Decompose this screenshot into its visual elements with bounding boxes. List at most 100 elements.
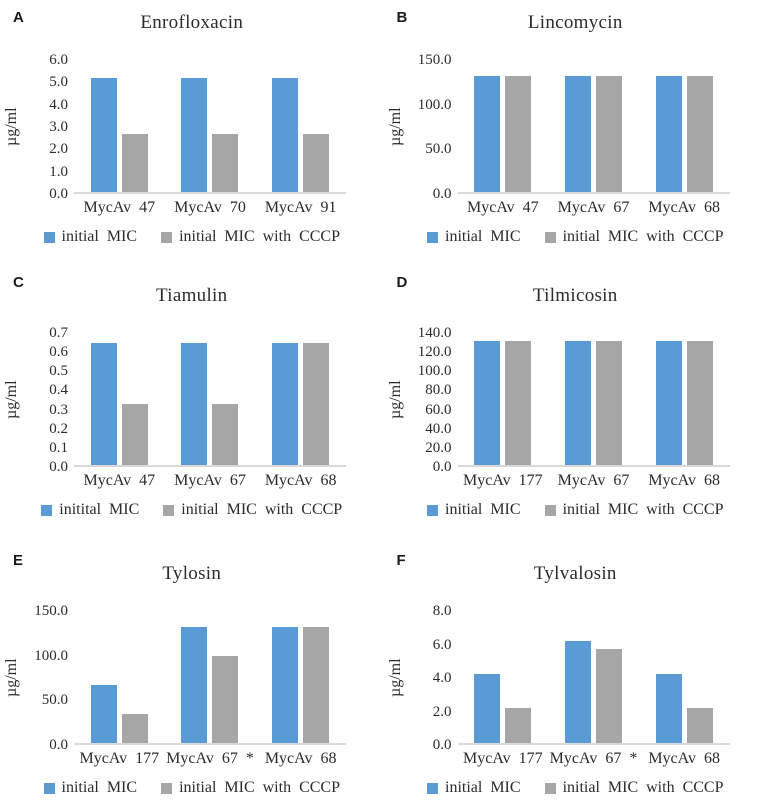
chart-area: µg/ml 150.0 100.0 50.0 0.0 xyxy=(384,38,767,202)
bar-group xyxy=(564,609,622,743)
x-axis-labels: MycAv 47 MycAv 70 MycAv 91 xyxy=(74,199,346,217)
x-category-label: MycAv 177 xyxy=(79,750,160,767)
bar-group xyxy=(90,58,148,192)
bar-group xyxy=(90,331,148,465)
bar-initial-mic xyxy=(655,674,682,743)
legend-label: initial MIC with CCCP xyxy=(181,501,343,518)
x-category-label: MycAv 67 xyxy=(557,199,630,216)
y-tick-label: 5.0 xyxy=(49,74,68,91)
y-tick-label: 2.0 xyxy=(432,703,452,720)
bar-initial-mic xyxy=(181,78,208,192)
legend-item-initial-mic-with-cccp: initial MIC with CCCP xyxy=(544,228,724,246)
y-tick-label: 1.0 xyxy=(49,163,68,180)
legend-swatch-icon xyxy=(427,504,438,516)
y-axis-ticks: 150.0 100.0 50.0 0.0 xyxy=(24,589,74,753)
bar-chart-tilmicosin: µg/ml 140.0 120.0 100.0 80.0 60.0 40.0 20.0 0.0 M… xyxy=(384,311,767,519)
legend-swatch-icon xyxy=(163,504,175,516)
legend-swatch-icon xyxy=(43,231,55,243)
panel-letter: F xyxy=(396,552,406,569)
y-tick-label: 0.6 xyxy=(49,344,68,361)
bar-initial-mic-with-cccp xyxy=(212,403,239,465)
y-tick-label: 20.0 xyxy=(425,439,452,456)
plot-area xyxy=(457,331,730,467)
chart-area: µg/ml 8.0 6.0 4.0 2.0 0.0 xyxy=(384,589,767,753)
y-tick-label: 2.0 xyxy=(49,141,68,158)
x-axis-labels: MycAv 177 MycAv 67 * MycAv 68 xyxy=(458,750,730,768)
y-axis-ticks: 140.0 120.0 100.0 80.0 60.0 40.0 20.0 0.0 xyxy=(408,311,458,475)
legend-item-initial-mic: initial MIC xyxy=(43,228,137,246)
bar-initial-mic xyxy=(181,626,208,743)
legend-label: initial MIC xyxy=(445,501,521,518)
bar-initial-mic xyxy=(90,78,117,192)
x-axis-labels: MycAv 177 MycAv 67 * MycAv 68 xyxy=(74,750,346,768)
legend-label: initial MIC with CCCP xyxy=(562,228,724,245)
bar-initial-mic xyxy=(272,342,299,465)
x-category-label: MycAv 47 xyxy=(83,472,156,489)
bar-initial-mic xyxy=(272,626,299,743)
legend-label: initital MIC xyxy=(59,501,140,518)
legend-swatch-icon xyxy=(427,231,438,243)
chart-area: µg/ml 6.0 5.0 4.0 3.0 2.0 1.0 0.0 xyxy=(0,38,384,202)
legend: initial MIC initial MIC with CCCP xyxy=(384,228,767,246)
panel-e-tylosin: E Tylosin µg/ml 150.0 100.0 50.0 0.0 MycAv 17… xyxy=(0,535,384,800)
legend-item-initial-mic: initial MIC xyxy=(427,501,521,519)
y-axis-label: µg/ml xyxy=(3,658,20,698)
legend-item-initial-mic-with-cccp: initial MIC with CCCP xyxy=(161,228,340,246)
legend-item-initial-mic-with-cccp: initial MIC with CCCP xyxy=(161,779,340,797)
legend-label: initial MIC xyxy=(445,779,521,796)
x-category-label: MycAv 67 * xyxy=(549,750,638,767)
y-tick-label: 150.0 xyxy=(417,52,452,68)
plot-area xyxy=(457,609,730,745)
bar-group xyxy=(181,331,239,465)
plot-area xyxy=(74,609,346,745)
bar-group xyxy=(90,609,148,743)
chart-title: Tylosin xyxy=(162,563,222,584)
bar-initial-mic-with-cccp xyxy=(121,133,148,192)
panel-f-tylvalosin: F Tylvalosin µg/ml 8.0 6.0 4.0 2.0 0.0 MycAv 1… xyxy=(384,535,767,800)
bar-initial-mic-with-cccp xyxy=(303,626,330,743)
bar-group xyxy=(655,331,713,465)
y-tick-label: 0.3 xyxy=(49,401,68,418)
x-category-label: MycAv 68 xyxy=(264,750,337,767)
y-tick-label: 0.0 xyxy=(49,737,68,753)
x-category-label: MycAv 67 xyxy=(557,472,630,489)
legend: initial MIC initial MIC with CCCP xyxy=(384,501,767,519)
x-category-label: MycAv 68 xyxy=(648,199,721,216)
y-tick-label: 0.1 xyxy=(49,439,68,456)
legend-swatch-icon xyxy=(544,231,556,243)
bar-initial-mic-with-cccp xyxy=(595,649,622,743)
bar-group xyxy=(564,58,622,192)
y-tick-label: 50.0 xyxy=(41,692,68,709)
legend-label: initial MIC with CCCP xyxy=(179,228,340,245)
legend-swatch-icon xyxy=(427,782,438,794)
x-category-label: MycAv 177 xyxy=(462,750,543,767)
bar-initial-mic-with-cccp xyxy=(212,133,239,192)
y-axis-label: µg/ml xyxy=(3,107,20,147)
bar-initial-mic xyxy=(564,340,591,465)
legend-item-initial-mic: initial MIC xyxy=(427,228,521,246)
bar-initial-mic xyxy=(90,342,117,465)
bar-initial-mic xyxy=(181,342,208,465)
y-tick-label: 0.7 xyxy=(49,325,68,341)
bar-initial-mic xyxy=(90,684,117,743)
bar-group xyxy=(474,331,532,465)
bar-initial-mic-with-cccp xyxy=(505,75,532,192)
x-category-label: MycAv 177 xyxy=(462,472,543,489)
legend-item-initial-mic-with-cccp: initial MIC with CCCP xyxy=(544,501,723,519)
y-axis-ticks: 150.0 100.0 50.0 0.0 xyxy=(408,38,458,202)
panel-letter: A xyxy=(13,9,24,26)
x-axis-labels: MycAv 47 MycAv 67 MycAv 68 xyxy=(458,199,730,217)
legend: initital MIC initial MIC with CCCP xyxy=(0,501,384,519)
chart-area: µg/ml 140.0 120.0 100.0 80.0 60.0 40.0 20.0 0.0 xyxy=(384,311,767,475)
legend-swatch-icon xyxy=(161,231,173,243)
bar-group xyxy=(474,609,532,743)
y-tick-label: 100.0 xyxy=(417,96,452,113)
y-tick-label: 0.0 xyxy=(49,459,68,475)
legend: initial MIC initial MIC with CCCP xyxy=(0,779,384,797)
bar-initial-mic-with-cccp xyxy=(303,133,330,192)
x-category-label: MycAv 47 xyxy=(466,199,539,216)
legend-item-initial-mic-with-cccp: initial MIC with CCCP xyxy=(544,779,723,797)
bar-initial-mic xyxy=(655,75,682,192)
y-tick-label: 120.0 xyxy=(417,344,452,361)
bar-initial-mic-with-cccp xyxy=(121,403,148,465)
